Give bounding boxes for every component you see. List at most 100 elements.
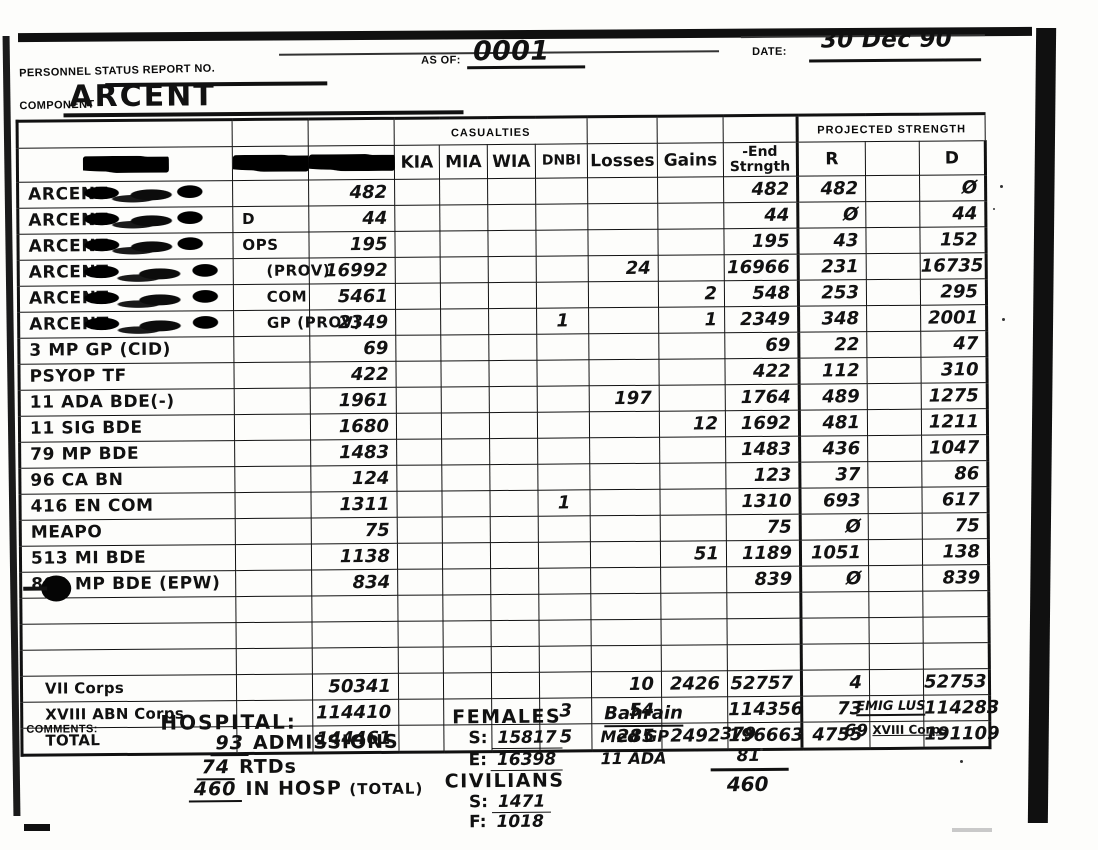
cell-mia bbox=[440, 205, 488, 231]
value-assigned bbox=[313, 660, 398, 661]
value-auth bbox=[235, 375, 310, 376]
bahrain-row2-value: 81 bbox=[736, 746, 760, 766]
cell-losses bbox=[589, 333, 659, 360]
value-gains bbox=[661, 528, 726, 529]
cell-end: 195 bbox=[724, 228, 798, 255]
cell-unit: MEAPO bbox=[20, 519, 235, 547]
value-losses bbox=[590, 476, 659, 477]
cell-projected-d: 1211 bbox=[921, 409, 987, 436]
scan-speck bbox=[960, 760, 963, 763]
value-assigned: 44 bbox=[309, 206, 394, 232]
cell-wia bbox=[491, 672, 539, 698]
cell-projected-d: 1047 bbox=[922, 435, 988, 462]
cell-projected-r: 693 bbox=[800, 488, 868, 515]
redaction-smudge bbox=[71, 208, 209, 231]
value-end: 1692 bbox=[726, 411, 798, 437]
cell-auth bbox=[233, 232, 309, 259]
value-end: 16966 bbox=[725, 255, 797, 281]
cell-auth bbox=[236, 596, 312, 623]
cell-assigned: 69 bbox=[310, 335, 396, 362]
cell-projected-blank bbox=[869, 591, 923, 617]
value-projected-d: 47 bbox=[921, 331, 985, 357]
unit-name: 11 ADA BDE(-) bbox=[21, 389, 234, 416]
cell-mia bbox=[442, 543, 490, 569]
cell-end: 1483 bbox=[726, 436, 800, 463]
value-end: 482 bbox=[724, 177, 796, 203]
value-auth bbox=[235, 401, 310, 402]
cell-kia bbox=[396, 335, 441, 361]
value-projected-r: Ø bbox=[802, 514, 868, 540]
value-projected-r: 22 bbox=[800, 332, 866, 358]
value-projected-r bbox=[802, 605, 868, 606]
cell-mia bbox=[442, 439, 490, 465]
cell-projected-d: 16735 bbox=[920, 253, 986, 280]
cell-gains bbox=[660, 437, 726, 464]
cell-kia bbox=[398, 595, 443, 621]
cell-auth bbox=[235, 466, 311, 493]
value-projected-d: 152 bbox=[920, 227, 984, 253]
value-end: 195 bbox=[724, 229, 796, 255]
value-gains: 51 bbox=[661, 541, 726, 567]
cell-projected-d: 44 bbox=[920, 201, 986, 228]
cell-losses bbox=[590, 489, 660, 516]
unit-name: 79 MP BDE bbox=[21, 441, 234, 468]
value-end: 1764 bbox=[726, 385, 798, 411]
cell-mia bbox=[441, 335, 489, 361]
cell-wia bbox=[489, 412, 537, 438]
value-assigned: 75 bbox=[312, 518, 397, 544]
col-header-dnbi: DNBI bbox=[535, 144, 587, 178]
value-end: 548 bbox=[725, 281, 797, 307]
cell-wia bbox=[488, 178, 536, 204]
cell-wia bbox=[491, 594, 539, 620]
cell-projected-d: 52753 bbox=[923, 669, 989, 696]
value-projected-d: 1275 bbox=[922, 383, 986, 409]
cell-projected-d: 152 bbox=[920, 227, 986, 254]
cell-assigned bbox=[312, 647, 398, 674]
cell-projected-r: 43 bbox=[798, 228, 866, 255]
cell-assigned: 422 bbox=[310, 361, 396, 388]
cell-mia bbox=[441, 361, 489, 387]
emig-title: EMIG LUS bbox=[856, 699, 925, 717]
hospital-in-hosp-label: IN HOSP bbox=[245, 777, 341, 800]
value-projected-d: 16735 bbox=[921, 253, 985, 279]
value-projected-d bbox=[924, 630, 988, 631]
cell-end: 16966 bbox=[724, 254, 798, 281]
cell-projected-blank bbox=[867, 357, 921, 383]
cell-projected-blank bbox=[868, 539, 922, 565]
value-losses bbox=[588, 216, 657, 217]
civilians-s-line: S:1471 bbox=[469, 792, 552, 813]
col-header-wia: WIA bbox=[487, 144, 535, 178]
cell-dnbi bbox=[539, 568, 591, 594]
civilians-title: CIVILIANS bbox=[445, 770, 565, 793]
cell-losses bbox=[589, 411, 659, 438]
value-projected-r: 482 bbox=[799, 176, 865, 202]
cell-projected-blank bbox=[866, 175, 920, 201]
cell-auth bbox=[234, 362, 310, 389]
cell-wia bbox=[488, 256, 536, 282]
cell-end: 839 bbox=[727, 566, 801, 593]
cell-losses bbox=[588, 281, 658, 308]
value-assigned: 482 bbox=[309, 180, 394, 206]
value-end: 1483 bbox=[726, 437, 798, 463]
value-projected-r: 489 bbox=[801, 384, 867, 410]
report-number-label: PERSONNEL STATUS REPORT NO. bbox=[19, 63, 215, 80]
value-projected-r: Ø bbox=[802, 566, 868, 592]
value-auth bbox=[237, 635, 312, 636]
value-projected-r bbox=[803, 657, 869, 658]
value-projected-d: 75 bbox=[923, 513, 987, 539]
cell-wia bbox=[488, 204, 536, 230]
value-auth bbox=[237, 687, 312, 688]
cell-gains bbox=[658, 177, 724, 204]
as-of-label: AS OF: bbox=[421, 54, 461, 66]
value-losses bbox=[591, 580, 660, 581]
cell-losses bbox=[588, 203, 658, 230]
cell-gains: 1 bbox=[659, 307, 725, 334]
cell-kia bbox=[397, 465, 442, 491]
col-header-projected-blank bbox=[865, 141, 919, 175]
value-projected-r: 112 bbox=[800, 358, 866, 384]
value-end: 69 bbox=[725, 333, 797, 359]
cell-wia bbox=[491, 568, 539, 594]
unit-name bbox=[22, 610, 235, 612]
